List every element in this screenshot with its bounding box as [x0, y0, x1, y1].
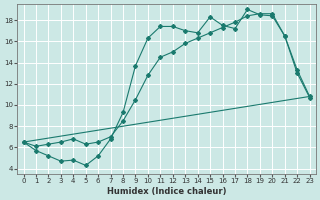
X-axis label: Humidex (Indice chaleur): Humidex (Indice chaleur) — [107, 187, 226, 196]
